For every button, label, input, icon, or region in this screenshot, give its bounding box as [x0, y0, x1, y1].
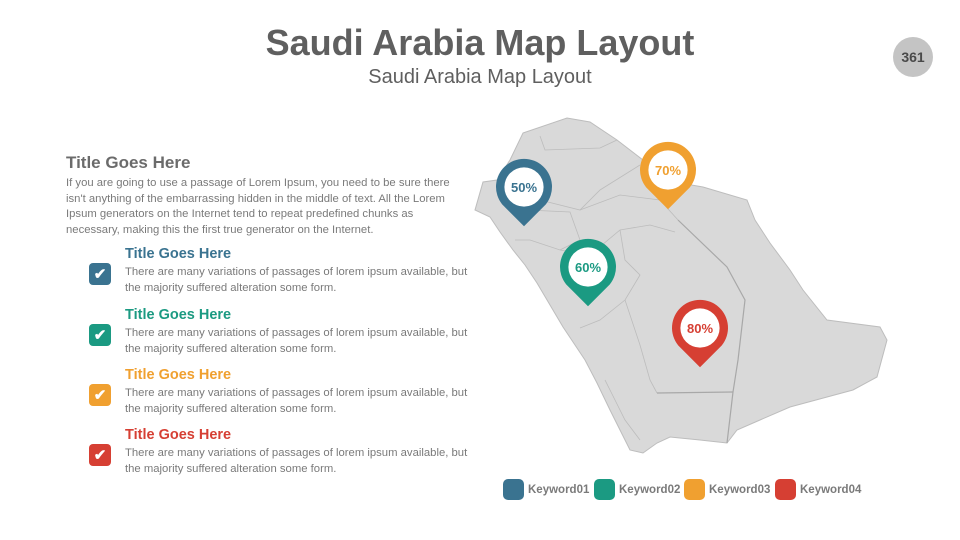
map-pin-2: 70%: [640, 141, 697, 210]
legend-item: Keyword04: [775, 479, 861, 500]
pin-label: 70%: [655, 163, 681, 178]
check-icon: ✔: [89, 444, 111, 466]
map-pin-3: 60%: [560, 238, 616, 307]
pin-label: 60%: [575, 260, 601, 275]
item-title: Title Goes Here: [125, 367, 232, 383]
province-border: [656, 219, 746, 444]
legend-swatch: [775, 479, 796, 500]
legend-swatch: [594, 479, 615, 500]
item-text: There are many variations of passages of…: [125, 387, 468, 415]
legend-label: Keyword03: [709, 483, 771, 496]
legend-swatch: [684, 479, 705, 500]
map-pin-1: 50%: [496, 158, 553, 227]
legend-swatch: [503, 479, 524, 500]
item-text: There are many variations of passages of…: [125, 447, 468, 475]
intro-title: Title Goes Here: [66, 153, 191, 172]
page-subtitle: Saudi Arabia Map Layout: [368, 66, 592, 88]
pin-label: 80%: [687, 321, 713, 336]
page-title: Saudi Arabia Map Layout: [265, 22, 695, 63]
page-number-badge: 361: [893, 37, 933, 77]
legend-label: Keyword04: [800, 483, 862, 496]
pin-label: 50%: [511, 180, 537, 195]
check-icon: ✔: [89, 263, 111, 285]
item-text: There are many variations of passages of…: [125, 266, 468, 294]
pin-center: [648, 150, 688, 190]
check-icon: ✔: [89, 324, 111, 346]
item-title: Title Goes Here: [125, 246, 232, 262]
legend-item: Keyword01: [503, 479, 589, 500]
legend-item: Keyword03: [684, 479, 770, 500]
item-title: Title Goes Here: [125, 307, 232, 323]
pin-center: [504, 167, 544, 207]
legend-label: Keyword01: [528, 483, 590, 496]
map-pin-4: 80%: [672, 299, 728, 368]
item-title: Title Goes Here: [125, 427, 232, 443]
intro-text: If you are going to use a passage of Lor…: [66, 177, 450, 237]
check-icon: ✔: [89, 384, 111, 406]
legend-item: Keyword02: [594, 479, 680, 500]
legend-label: Keyword02: [619, 483, 681, 496]
pin-center: [680, 308, 720, 348]
item-text: There are many variations of passages of…: [125, 327, 468, 355]
pin-center: [568, 247, 608, 287]
